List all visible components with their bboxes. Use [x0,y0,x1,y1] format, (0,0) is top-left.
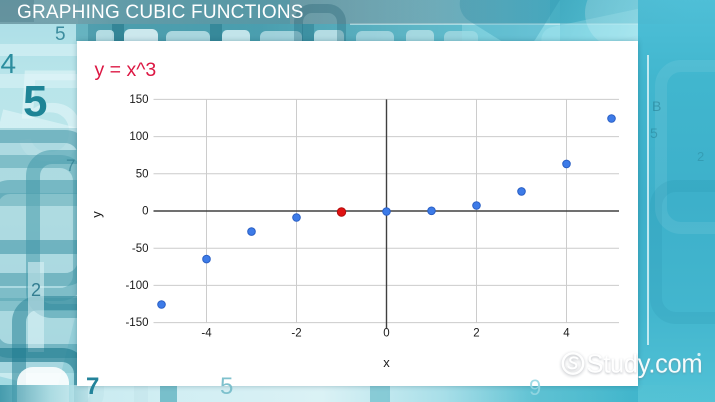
svg-text:50: 50 [136,168,149,180]
svg-text:x: x [383,355,390,370]
svg-text:-150: -150 [125,317,148,329]
svg-text:-2: -2 [291,327,301,339]
svg-text:2: 2 [473,327,479,339]
svg-text:y = x^3: y = x^3 [95,59,157,81]
svg-text:0: 0 [142,205,148,217]
svg-text:100: 100 [129,131,148,143]
svg-text:-100: -100 [125,280,148,292]
svg-text:0: 0 [383,327,389,339]
svg-text:4: 4 [563,327,570,339]
svg-text:Study.com: Study.com [587,351,703,379]
svg-text:-50: -50 [132,242,149,254]
svg-text:y: y [89,210,104,217]
svg-text:-4: -4 [201,327,212,339]
svg-text:150: 150 [129,94,148,106]
